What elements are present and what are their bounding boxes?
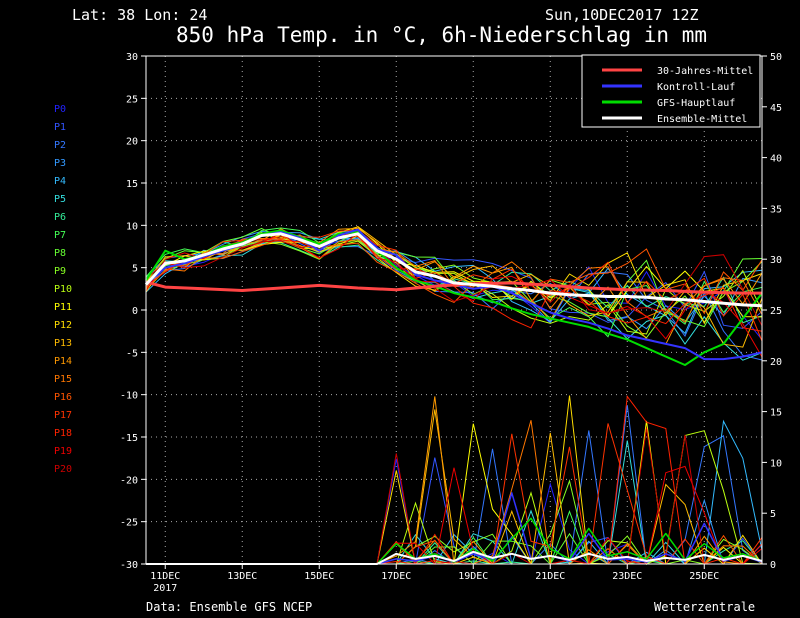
member-temp-line <box>145 229 763 327</box>
y-left-tick-label: 20 <box>126 137 138 148</box>
series-lines <box>144 228 763 565</box>
member-label: P15 <box>54 374 72 385</box>
y-right-tick-label: 20 <box>770 357 782 368</box>
y-left-tick-label: 0 <box>132 306 138 317</box>
member-temp-line <box>145 229 763 361</box>
y-right-tick-label: 5 <box>770 509 776 520</box>
location-label: Lat: 38 Lon: 24 <box>72 6 207 24</box>
y-left-tick-label: 5 <box>132 264 138 275</box>
member-label: P17 <box>54 410 72 421</box>
series-line-ensemble-mittel <box>144 232 763 308</box>
member-label: P2 <box>54 140 66 151</box>
x-tick-label: 25DEC <box>689 571 719 582</box>
member-temp-line <box>145 233 763 329</box>
member-label: P0 <box>54 104 66 115</box>
y-right-tick-label: 0 <box>770 560 776 571</box>
run-label: Sun,10DEC2017 12Z <box>545 6 699 24</box>
chart-title: 850 hPa Temp. in °C, 6h-Niederschlag in … <box>176 23 707 47</box>
series-line-30-jahres-mittel <box>145 280 762 295</box>
series-line-ensemble-mittel-niederschlag <box>146 550 763 565</box>
y-left-tick-label: 30 <box>126 52 138 63</box>
member-label: P5 <box>54 194 66 205</box>
member-label: P14 <box>54 356 72 367</box>
member-label: P9 <box>54 266 66 277</box>
y-left-tick-label: 25 <box>126 94 138 105</box>
y-right-tick-label: 50 <box>770 52 782 63</box>
y-right-tick-label: 40 <box>770 154 782 165</box>
member-label: P4 <box>54 176 66 187</box>
x-tick-label: 13DEC <box>227 571 257 582</box>
y-right-tick-label: 25 <box>770 306 782 317</box>
y-right-tick-label: 30 <box>770 255 782 266</box>
member-label: P12 <box>54 320 72 331</box>
member-label: P8 <box>54 248 66 259</box>
member-label: P16 <box>54 392 72 403</box>
member-temp-line <box>145 227 763 328</box>
axes: 302520151050-5-10-15-20-25-3050454035302… <box>120 52 782 594</box>
x-tick-sublabel: 2017 <box>153 583 177 594</box>
y-right-tick-label: 35 <box>770 204 782 215</box>
member-label-list: P0 P1 P2 P3 P4 P5 P6 P7 P8 P9 P10 P11 P12 P13 P14 P15 P1… <box>54 104 72 475</box>
member-label: P19 <box>54 446 72 457</box>
legend: 30-Jahres-Mittel Kontroll-Lauf GFS-Hauptla… <box>581 54 761 128</box>
legend-box <box>581 54 761 128</box>
plot-frame <box>145 55 763 565</box>
data-source: Data: Ensemble GFS NCEP <box>146 600 312 614</box>
y-left-tick-label: -5 <box>126 348 138 359</box>
y-right-tick-label: 10 <box>770 458 782 469</box>
member-label: P20 <box>54 464 72 475</box>
legend-label: GFS-Hauptlauf <box>657 98 735 109</box>
series-line-gfs-hauptlauf <box>145 229 763 366</box>
member-precip-line <box>146 479 763 565</box>
member-label: P6 <box>54 212 66 223</box>
x-tick-label: 23DEC <box>612 571 642 582</box>
y-left-tick-label: 15 <box>126 179 138 190</box>
y-right-tick-label: 15 <box>770 408 782 419</box>
y-left-tick-label: 10 <box>126 221 138 232</box>
x-tick-label: 17DEC <box>381 571 411 582</box>
brand-label: Wetterzentrale <box>654 600 755 614</box>
member-label: P10 <box>54 284 72 295</box>
member-temp-line <box>145 225 763 348</box>
member-label: P3 <box>54 158 66 169</box>
member-label: P11 <box>54 302 72 313</box>
x-tick-label: 15DEC <box>304 571 334 582</box>
legend-label: Kontroll-Lauf <box>657 82 735 93</box>
y-left-tick-label: -30 <box>120 560 138 571</box>
y-right-tick-label: 45 <box>770 103 782 114</box>
member-label: P1 <box>54 122 66 133</box>
y-left-tick-label: -20 <box>120 475 138 486</box>
member-temp-line <box>145 234 763 315</box>
member-label: P7 <box>54 230 66 241</box>
y-left-tick-label: -15 <box>120 433 138 444</box>
x-tick-label: 21DEC <box>535 571 565 582</box>
member-label: P18 <box>54 428 72 439</box>
y-left-tick-label: -10 <box>120 391 138 402</box>
legend-label: Ensemble-Mittel <box>657 114 747 125</box>
legend-label: 30-Jahres-Mittel <box>657 66 753 77</box>
member-label: P13 <box>54 338 72 349</box>
x-tick-label: 19DEC <box>458 571 488 582</box>
member-temp-line <box>145 239 763 339</box>
x-tick-label: 11DEC <box>150 571 180 582</box>
member-temp-line <box>145 226 763 318</box>
series-line-gfs-hauptlauf-niederschlag <box>146 517 763 565</box>
y-left-tick-label: -25 <box>120 518 138 529</box>
